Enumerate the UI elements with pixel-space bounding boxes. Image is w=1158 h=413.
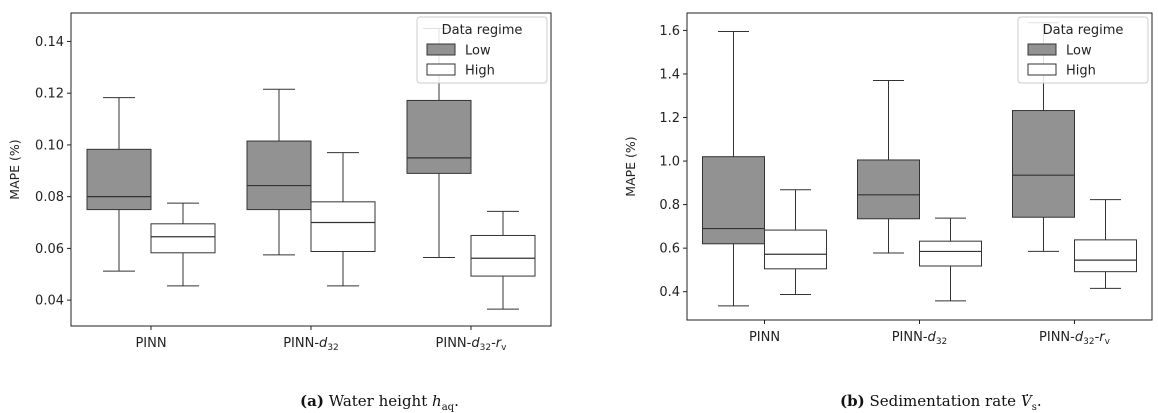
box-body: [702, 156, 765, 245]
box-low-1: [86, 97, 152, 272]
box-body: [310, 201, 376, 253]
box-body: [86, 148, 152, 211]
legend-label-high: High: [1066, 64, 1096, 79]
x-tick-label: PINN-d32: [892, 330, 948, 347]
legend-label-low: Low: [465, 44, 491, 59]
caption-a: (a) Water height haq.: [300, 392, 459, 413]
x-tick-label: PINN-d32: [283, 336, 339, 353]
y-axis-label: MAPE (%): [7, 139, 22, 199]
legend-swatch-high: [1027, 63, 1057, 76]
y-tick-label: 1.2: [659, 111, 680, 126]
legend-swatch-low: [1027, 43, 1057, 56]
x-tick-label: PINN-d32-rv: [436, 336, 508, 353]
y-tick-label: 1.6: [659, 24, 680, 39]
caption-a-symbol: haq: [432, 392, 455, 413]
box-high-3: [1074, 199, 1137, 289]
y-tick-label: 0.4: [659, 285, 680, 300]
box-low-2: [857, 79, 920, 254]
box-body: [150, 223, 216, 254]
box-body: [857, 159, 920, 220]
box-low-3: [1012, 22, 1075, 252]
box-high-1: [150, 202, 216, 287]
chart-1: 0.04 0.06 0.08 0.10 0.12 0.14 MAPE (%) PINN PINN…: [7, 12, 552, 353]
box-low-2: [246, 88, 312, 256]
y-tick-label: 0.04: [35, 294, 64, 309]
y-tick-label: 0.14: [35, 35, 64, 50]
legend-title: Data regime: [442, 23, 523, 38]
x-tick-label: PINN: [135, 336, 166, 351]
dot-accent: ·: [1024, 386, 1030, 404]
box-high-2: [919, 217, 982, 302]
caption-b-symbol: · Vs: [1020, 386, 1037, 413]
y-tick-label: 0.08: [35, 190, 64, 205]
legend-title: Data regime: [1043, 23, 1124, 38]
y-tick-label: 0.12: [35, 87, 64, 102]
caption-b: (b) Sedimentation rate · Vs.: [840, 386, 1042, 413]
y-axis-label: MAPE (%): [623, 136, 638, 196]
legend-swatch-low: [426, 43, 456, 56]
legend-label-low: Low: [1066, 44, 1092, 59]
box-body: [470, 234, 536, 277]
x-tick-label: PINN-d32-rv: [1039, 330, 1111, 347]
y-tick-label: 1.0: [659, 155, 680, 170]
y-tick-label: 0.6: [659, 242, 680, 257]
box-low-1: [702, 31, 765, 307]
y-tick-label: 0.10: [35, 138, 64, 153]
box-body: [919, 240, 982, 267]
x-tick-label: PINN: [749, 330, 780, 345]
legend: Data regime Low High: [416, 16, 548, 84]
chart-2: 0.4 0.6 0.8 1.0 1.2 1.4 1.6 MAPE (%) PINN PINN-d3…: [623, 12, 1153, 347]
box-high-1: [764, 189, 827, 296]
box-body: [1074, 239, 1137, 273]
y-tick-label: 0.8: [659, 198, 680, 213]
box-high-2: [310, 152, 376, 287]
y-tick-label: 1.4: [659, 67, 680, 82]
y-tick-label: 0.06: [35, 242, 64, 257]
legend: Data regime Low High: [1017, 16, 1149, 84]
box-body: [406, 99, 472, 174]
box-body: [246, 140, 312, 211]
box-body: [764, 229, 827, 270]
box-body: [1012, 110, 1075, 218]
legend-swatch-high: [426, 63, 456, 76]
legend-label-high: High: [465, 64, 495, 79]
box-high-3: [470, 210, 536, 310]
